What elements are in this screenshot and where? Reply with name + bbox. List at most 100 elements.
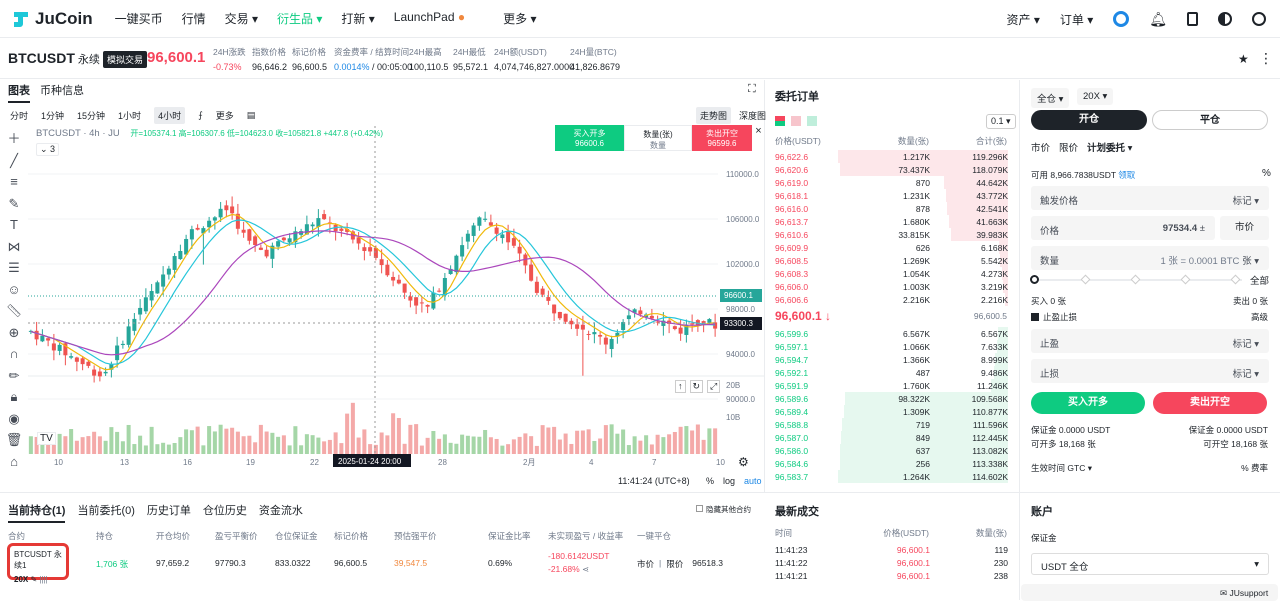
lock-icon[interactable]: 🔒︎ xyxy=(10,389,18,404)
ask-row[interactable]: 96,613.7 1.680K 41.663K xyxy=(775,215,1008,228)
menu-derivatives[interactable]: 衍生品 ▾ xyxy=(277,12,323,26)
emoji-icon[interactable]: ☺ xyxy=(7,281,21,297)
ask-row[interactable]: 96,610.6 33.815K 39.983K xyxy=(775,228,1008,241)
bid-row[interactable]: 96,586.0 637 113.082K xyxy=(775,444,1008,457)
ask-row[interactable]: 96,620.6 73.437K 118.079K xyxy=(775,163,1008,176)
bid-row[interactable]: 96,588.8 719 111.596K xyxy=(775,418,1008,431)
quick-qty[interactable]: 数量(张) 数量 xyxy=(624,125,692,151)
bid-row[interactable]: 96,589.4 1.309K 110.877K xyxy=(775,405,1008,418)
bid-row[interactable]: 96,594.7 1.366K 8.999K xyxy=(775,353,1008,366)
claim-link[interactable]: 领取 xyxy=(1118,170,1136,180)
ask-row[interactable]: 96,608.3 1.054K 4.273K xyxy=(775,267,1008,280)
ask-row[interactable]: 96,616.0 878 42.541K xyxy=(775,202,1008,215)
hline-icon[interactable]: ≡ xyxy=(10,174,18,189)
ask-row[interactable]: 96,608.5 1.269K 5.542K xyxy=(775,254,1008,267)
view-depth[interactable]: 深度图 xyxy=(739,111,767,121)
bid-view-icon[interactable] xyxy=(791,116,801,126)
settings-icon[interactable]: ▤ xyxy=(246,110,256,120)
bid-row[interactable]: 96,592.1 487 9.486K xyxy=(775,366,1008,379)
percent-option[interactable]: % xyxy=(706,476,715,486)
download-icon[interactable] xyxy=(1187,12,1198,26)
more-icon[interactable]: ⋮ xyxy=(1259,50,1273,66)
position-symbol-cell[interactable]: BTCUSDT 永续1 20X ✎ |||| xyxy=(7,543,69,584)
margin-mode[interactable]: 全仓 ▾ xyxy=(1031,88,1070,108)
menu-more[interactable]: 更多 ▾ xyxy=(503,12,537,26)
leverage-select[interactable]: 20X ▾ xyxy=(1077,88,1114,105)
type-market[interactable]: 市价 xyxy=(1031,143,1051,154)
ask-view-icon[interactable] xyxy=(807,116,817,126)
magnet-icon[interactable]: ∩ xyxy=(9,346,19,361)
close-limit-price[interactable]: 96518.3 xyxy=(692,558,723,568)
ask-row[interactable]: 96,606.6 2.216K 2.216K xyxy=(775,293,1008,306)
bid-row[interactable]: 96,583.7 1.264K 114.602K xyxy=(775,470,1008,483)
trigger-price-input[interactable]: 触发价格 标记 ▾ xyxy=(1031,186,1269,210)
fib-icon[interactable]: ☰ xyxy=(8,260,20,275)
share-icon[interactable]: ⋖ xyxy=(582,564,590,574)
precision-select[interactable]: 0.1 ▾ xyxy=(986,114,1016,129)
log-option[interactable]: log xyxy=(723,476,736,486)
close-market-button[interactable]: 市价 xyxy=(637,559,655,569)
advanced-link[interactable]: 高级 xyxy=(1250,312,1268,322)
close-all-button[interactable]: 一键平仓 xyxy=(637,531,672,541)
type-limit[interactable]: 限价 xyxy=(1059,143,1079,154)
bid-row[interactable]: 96,589.6 98.322K 109.568K xyxy=(775,392,1008,405)
quantity-input[interactable]: 数量 1 张 = 0.0001 BTC 张 ▾ xyxy=(1031,246,1269,270)
support-link[interactable]: ✉ JUsupport xyxy=(1220,588,1269,598)
stop-loss-input[interactable]: 止损 标记 ▾ xyxy=(1031,359,1269,383)
tpsl-checkbox[interactable]: 止盈止损 xyxy=(1031,311,1077,323)
interval-time[interactable]: 分时 xyxy=(10,111,29,121)
interval-1m[interactable]: 1分钟 xyxy=(41,111,65,121)
ask-row[interactable]: 96,622.6 1.217K 119.296K xyxy=(775,150,1008,163)
fullscreen-icon[interactable]: ⛶ xyxy=(748,83,756,95)
interval-4h[interactable]: 4小时 xyxy=(154,107,186,124)
pencil-lock-icon[interactable]: ✏︎ xyxy=(8,367,20,383)
slider-handle[interactable] xyxy=(1030,275,1039,284)
chart-settings-icon[interactable]: ⚙ xyxy=(738,455,749,469)
close-tab[interactable]: 平仓 xyxy=(1152,110,1268,130)
auto-option[interactable]: auto xyxy=(744,476,762,486)
quick-sell-button[interactable]: 卖出开空 96599.6 xyxy=(692,125,752,151)
text-icon[interactable]: T xyxy=(10,217,18,232)
home-icon[interactable]: ⌂ xyxy=(10,453,18,469)
menu-trade[interactable]: 交易 ▾ xyxy=(224,12,259,26)
quick-buy-button[interactable]: 买入开多 96600.6 xyxy=(555,125,624,151)
reset-icon[interactable]: ⤢ xyxy=(707,380,721,393)
bid-row[interactable]: 96,597.1 1.066K 7.633K xyxy=(775,340,1008,353)
indicator-toggle[interactable]: ⌄ 3 xyxy=(36,143,60,156)
bid-row[interactable]: 96,599.6 6.567K 6.567K xyxy=(775,327,1008,340)
brush-icon[interactable]: ✎ xyxy=(8,195,20,211)
pattern-icon[interactable]: ⋈ xyxy=(7,238,21,254)
ask-row[interactable]: 96,618.1 1.231K 43.772K xyxy=(775,189,1008,202)
avatar[interactable] xyxy=(1113,11,1130,27)
assets-menu[interactable]: 资产 ▾ xyxy=(1006,12,1040,27)
market-price-button[interactable]: 市价 xyxy=(1220,216,1269,240)
close-limit-button[interactable]: 限价 xyxy=(666,559,684,569)
tab-funding-flow[interactable]: 资金流水 xyxy=(258,505,303,517)
star-icon[interactable]: ★ xyxy=(1238,52,1249,66)
tab-coin-info[interactable]: 币种信息 xyxy=(40,85,84,97)
menu-market[interactable]: 行情 xyxy=(181,12,206,26)
tab-order-history[interactable]: 历史订单 xyxy=(146,505,191,517)
zoom-icon[interactable]: ⊕ xyxy=(8,324,20,340)
globe-icon[interactable] xyxy=(1252,12,1266,26)
line-icon[interactable]: ╱ xyxy=(10,152,18,168)
tab-position-history[interactable]: 仓位历史 xyxy=(202,505,247,517)
eye-icon[interactable]: ◉ xyxy=(8,410,20,426)
tab-open-orders[interactable]: 当前委托(0) xyxy=(77,505,135,517)
interval-more[interactable]: 更多 xyxy=(215,111,234,121)
interval-15m[interactable]: 15分钟 xyxy=(77,111,106,121)
calculator-icon[interactable]: % xyxy=(1262,168,1271,179)
close-icon[interactable]: × xyxy=(755,125,762,137)
sim-badge[interactable]: 模拟交易 xyxy=(103,51,148,68)
bell-icon[interactable]: 🔔︎ xyxy=(1149,10,1167,27)
type-trigger[interactable]: 计划委托 ▾ xyxy=(1087,143,1133,154)
ruler-icon[interactable]: 📏︎ xyxy=(5,303,23,318)
menu-launchpad[interactable]: LaunchPad ● xyxy=(393,10,466,24)
tif-select[interactable]: GTC ▾ xyxy=(1067,463,1092,473)
price-input[interactable]: 价格 97534.4 ± xyxy=(1031,216,1215,240)
menu-ipo[interactable]: 打新 ▾ xyxy=(341,12,375,26)
open-tab[interactable]: 开仓 xyxy=(1031,110,1147,130)
ask-row[interactable]: 96,606.0 1.003K 3.219K xyxy=(775,280,1008,293)
price-chart[interactable]: 110000.0 106000.0 102000.0 98000.0 94000.0 90… xyxy=(28,126,764,481)
